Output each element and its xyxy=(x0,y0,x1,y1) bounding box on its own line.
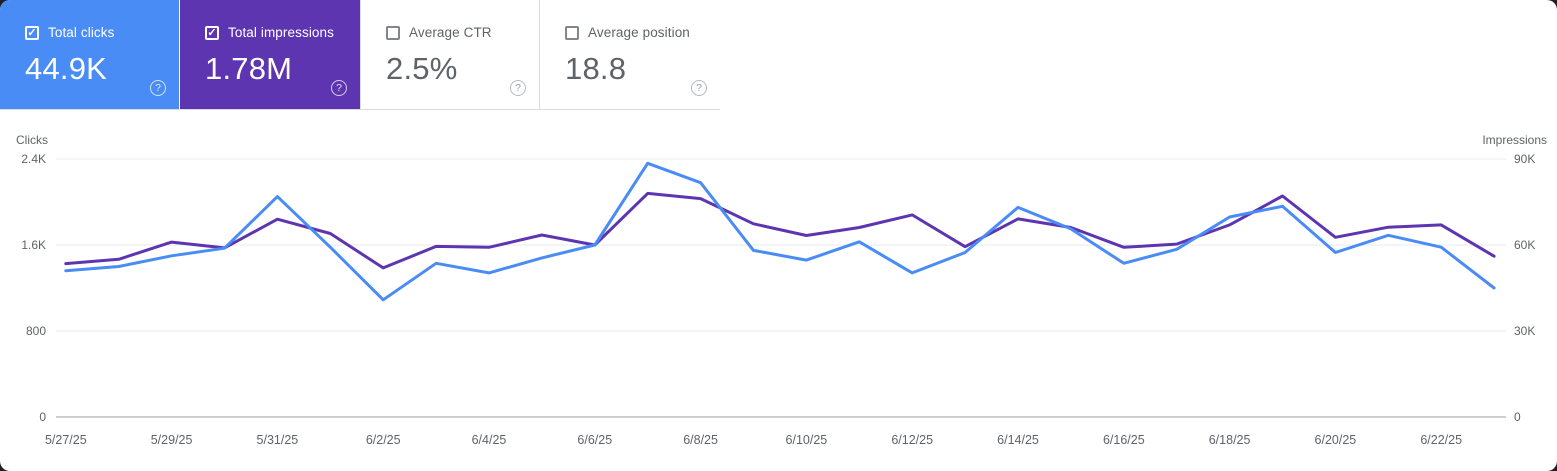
metric-card-average-position[interactable]: Average position 18.8 ? xyxy=(540,0,720,110)
checkbox-unchecked-icon[interactable] xyxy=(565,25,579,40)
help-icon[interactable]: ? xyxy=(691,80,707,96)
card-header: ✓ Total clicks xyxy=(25,25,179,40)
metric-label: Total impressions xyxy=(228,25,334,40)
help-icon[interactable]: ? xyxy=(510,80,526,96)
x-axis-date-label: 5/31/25 xyxy=(257,433,299,447)
left-axis-title: Clicks xyxy=(16,133,48,147)
x-axis-date-label: 6/12/25 xyxy=(891,433,933,447)
checkbox-checked-icon[interactable]: ✓ xyxy=(205,25,219,40)
performance-chart[interactable]: 2.4K 90K 1.6K 60K 800 30K 0 0 Clicks Impressions 5… xyxy=(0,110,1557,471)
left-axis-tick-label: 0 xyxy=(39,410,46,424)
clicks-line[interactable] xyxy=(64,161,1496,302)
x-axis-date-label: 6/16/25 xyxy=(1103,433,1145,447)
x-axis-date-label: 6/22/25 xyxy=(1420,433,1462,447)
metric-cards-row: ✓ Total clicks 44.9K ? ✓ Total impressio… xyxy=(0,0,721,111)
metric-card-total-impressions[interactable]: ✓ Total impressions 1.78M ? xyxy=(180,0,360,110)
card-header: Average position xyxy=(565,25,720,40)
x-axis-date-label: 6/4/25 xyxy=(472,433,507,447)
metric-label: Average CTR xyxy=(409,25,492,40)
x-axis-date-label: 6/2/25 xyxy=(366,433,401,447)
x-axis-date-label: 6/20/25 xyxy=(1315,433,1357,447)
right-axis-tick-label: 0 xyxy=(1514,410,1521,424)
x-axis-date-label: 5/27/25 xyxy=(45,433,87,447)
x-axis-date-label: 5/29/25 xyxy=(151,433,193,447)
x-axis-date-label: 6/14/25 xyxy=(997,433,1039,447)
metric-value: 1.78M xyxy=(205,51,293,86)
card-header: Average CTR xyxy=(386,25,539,40)
x-axis-date-label: 6/8/25 xyxy=(683,433,718,447)
x-axis-date-label: 6/6/25 xyxy=(577,433,612,447)
left-axis-tick-label: 2.4K xyxy=(21,152,46,166)
checkbox-unchecked-icon[interactable] xyxy=(386,25,400,40)
metric-label: Total clicks xyxy=(48,25,115,40)
card-header: ✓ Total impressions xyxy=(205,25,360,40)
metric-card-total-clicks[interactable]: ✓ Total clicks 44.9K ? xyxy=(0,0,180,110)
checkbox-checked-icon[interactable]: ✓ xyxy=(25,25,39,40)
clicks-impressions-line-chart: 2.4K 90K 1.6K 60K 800 30K 0 0 Clicks Impressions 5… xyxy=(16,133,1547,447)
help-icon[interactable]: ? xyxy=(150,80,166,96)
left-axis-tick-label: 800 xyxy=(26,324,46,338)
x-axis-date-label: 6/18/25 xyxy=(1209,433,1251,447)
metric-value: 18.8 xyxy=(565,51,627,86)
x-axis-date-label: 6/10/25 xyxy=(786,433,828,447)
metric-value: 2.5% xyxy=(386,51,458,86)
help-icon[interactable]: ? xyxy=(331,80,347,96)
right-axis-tick-label: 30K xyxy=(1514,324,1535,338)
metric-card-average-ctr[interactable]: Average CTR 2.5% ? xyxy=(360,0,540,110)
right-axis-tick-label: 90K xyxy=(1514,152,1535,166)
left-axis-tick-label: 1.6K xyxy=(21,238,46,252)
metric-value: 44.9K xyxy=(25,51,108,86)
right-axis-title: Impressions xyxy=(1482,133,1547,147)
right-axis-tick-label: 60K xyxy=(1514,238,1535,252)
metric-label: Average position xyxy=(588,25,690,40)
